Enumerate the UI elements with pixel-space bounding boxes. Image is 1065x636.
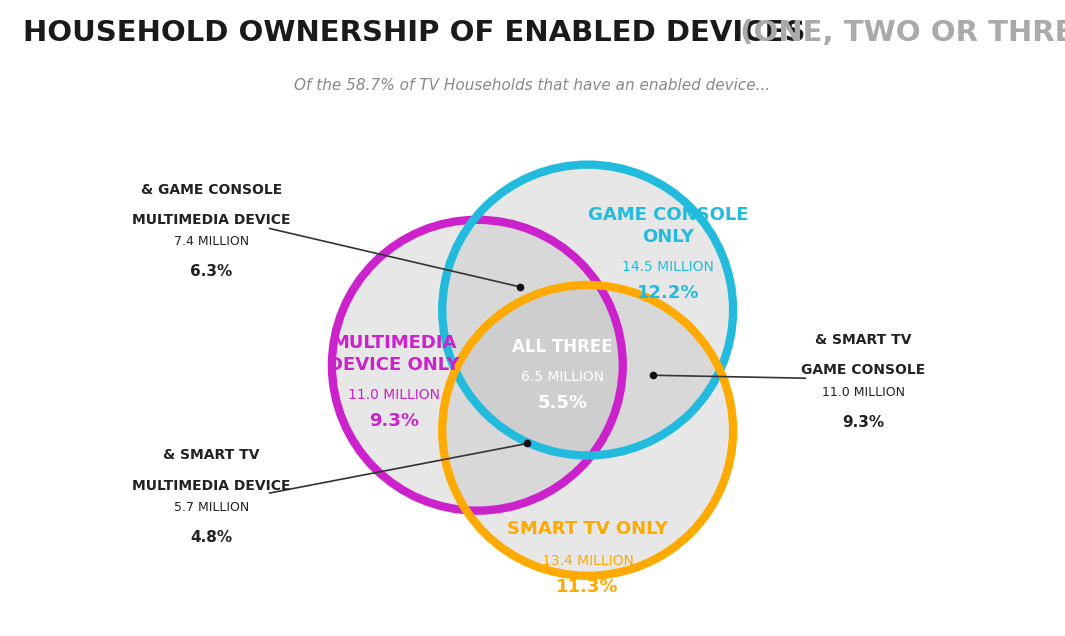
Text: 11.0 MILLION: 11.0 MILLION [348,389,440,403]
Text: 12.2%: 12.2% [637,284,699,302]
Text: 9.3%: 9.3% [370,412,420,431]
Text: 6.3%: 6.3% [191,265,232,279]
Text: & GAME CONSOLE: & GAME CONSOLE [141,183,282,197]
Text: Of the 58.7% of TV Households that have an enabled device...: Of the 58.7% of TV Households that have … [294,78,771,93]
Circle shape [332,220,623,511]
Text: SMART TV ONLY: SMART TV ONLY [507,520,668,537]
Text: 7.4 MILLION: 7.4 MILLION [174,235,249,248]
Text: 5.7 MILLION: 5.7 MILLION [174,501,249,514]
Text: (ONE, TWO OR THREE): (ONE, TWO OR THREE) [730,19,1065,47]
Text: ONLY: ONLY [642,228,694,246]
Circle shape [442,285,733,576]
Text: ALL THREE: ALL THREE [512,338,612,356]
Text: & SMART TV: & SMART TV [163,448,260,462]
Text: GAME CONSOLE: GAME CONSOLE [588,206,748,224]
Text: 11.0 MILLION: 11.0 MILLION [822,386,905,399]
Text: MULTIMEDIA DEVICE: MULTIMEDIA DEVICE [132,478,291,492]
Text: HOUSEHOLD OWNERSHIP OF ENABLED DEVICES: HOUSEHOLD OWNERSHIP OF ENABLED DEVICES [23,19,806,47]
Text: 14.5 MILLION: 14.5 MILLION [622,260,714,274]
Text: MULTIMEDIA: MULTIMEDIA [331,334,457,352]
Text: 13.4 MILLION: 13.4 MILLION [542,554,634,568]
Text: GAME CONSOLE: GAME CONSOLE [801,363,925,377]
Text: 4.8%: 4.8% [191,530,232,545]
Text: 11.3%: 11.3% [556,578,619,596]
Circle shape [332,220,623,511]
Text: MULTIMEDIA DEVICE: MULTIMEDIA DEVICE [132,213,291,227]
Circle shape [442,165,733,455]
Text: 6.5 MILLION: 6.5 MILLION [521,370,604,384]
Text: DEVICE ONLY: DEVICE ONLY [328,356,460,374]
Circle shape [442,165,733,455]
Text: 9.3%: 9.3% [842,415,885,430]
Circle shape [442,285,733,576]
Text: & SMART TV: & SMART TV [815,333,912,347]
Circle shape [442,165,733,455]
Circle shape [332,220,623,511]
Text: 5.5%: 5.5% [538,394,588,412]
Circle shape [442,285,733,576]
